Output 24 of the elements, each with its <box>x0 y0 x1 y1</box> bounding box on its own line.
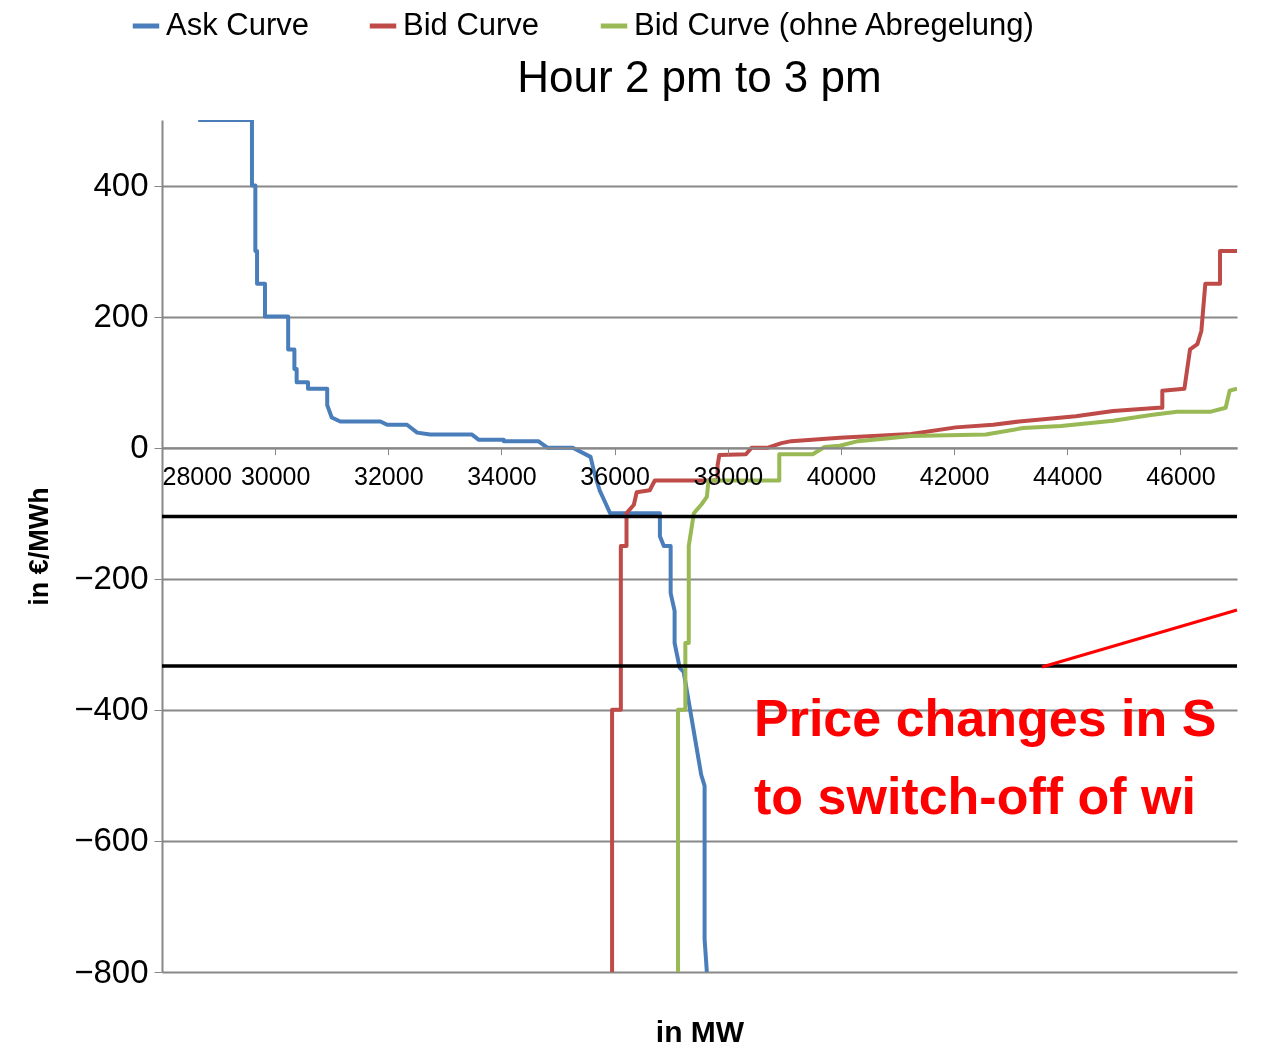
line-series <box>676 386 1237 972</box>
annotation: to switch-off of wi <box>754 767 1196 825</box>
annotation: Price changes in S <box>754 689 1217 747</box>
legend-label: Bid Curve (ohne Abregelung) <box>634 7 1034 42</box>
y-tick-label: 400 <box>93 166 149 204</box>
x-tick-label: 28000 <box>162 462 233 491</box>
x-tick-label: 34000 <box>467 462 537 491</box>
legend-label: Bid Curve <box>403 7 540 42</box>
y-tick-label: 0 <box>130 428 149 466</box>
y-tick-label: −600 <box>74 821 149 859</box>
x-tick-label: 44000 <box>1033 462 1103 491</box>
y-tick-label: −400 <box>74 690 149 728</box>
x-tick-label: 40000 <box>806 462 877 491</box>
y-tick-label: −200 <box>74 559 149 597</box>
x-axis-title: in MW <box>655 1014 745 1048</box>
x-tick-label: 32000 <box>354 462 424 491</box>
legend-label: Ask Curve <box>166 7 309 42</box>
y-tick-label: 200 <box>93 297 149 335</box>
y-axis-title: in €/MWh <box>24 487 55 606</box>
x-tick-label: 30000 <box>240 462 311 491</box>
x-tick-label: 42000 <box>919 462 990 491</box>
x-tick-label: 46000 <box>1146 462 1216 491</box>
y-tick-label: −800 <box>74 952 149 990</box>
chart-title: Hour 2 pm to 3 pm <box>517 52 882 101</box>
